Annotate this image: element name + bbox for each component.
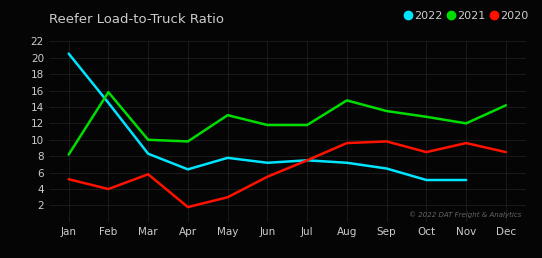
Text: Reefer Load-to-Truck Ratio: Reefer Load-to-Truck Ratio bbox=[49, 13, 224, 26]
Legend: 2022, 2021, 2020: 2022, 2021, 2020 bbox=[405, 11, 528, 21]
Text: © 2022 DAT Freight & Analytics: © 2022 DAT Freight & Analytics bbox=[409, 212, 521, 218]
